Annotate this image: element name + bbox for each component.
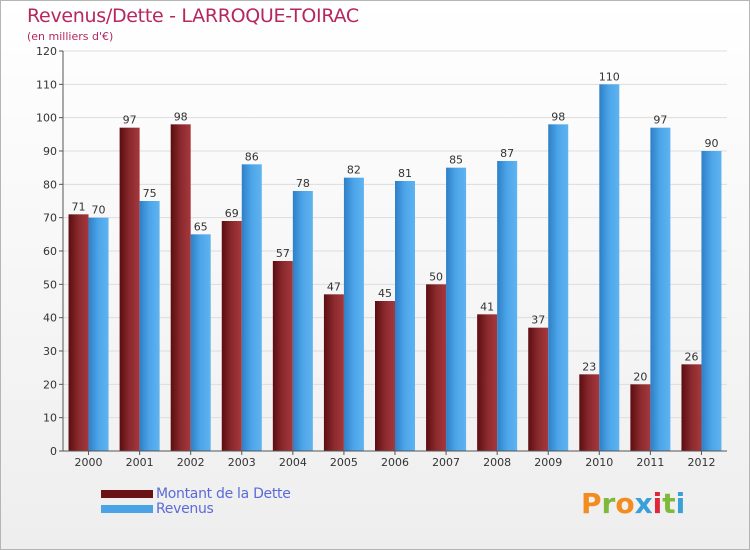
bar-dette-2003 bbox=[221, 221, 242, 451]
data-labels: 71 70 97 75 98 65 69 86 57 78 47 82 45 81 50 85 41 87 37 98… bbox=[72, 70, 719, 383]
y-tick-label: 60 bbox=[43, 245, 57, 258]
bar-revenus-2002 bbox=[190, 234, 211, 451]
bar-revenus-2003 bbox=[241, 164, 262, 452]
bar-dette-2009 bbox=[528, 327, 549, 451]
bar-dette-2010 bbox=[579, 374, 600, 451]
bar-revenus-2004 bbox=[292, 191, 313, 451]
data-label-revenus-2007: 85 bbox=[449, 154, 463, 167]
logo-letter: P bbox=[581, 487, 602, 520]
bar-revenus-2007 bbox=[446, 167, 467, 451]
y-tick-label: 20 bbox=[43, 378, 57, 391]
legend-label-dette: Montant de la Dette bbox=[156, 486, 291, 502]
data-label-revenus-2006: 81 bbox=[398, 167, 412, 180]
y-tick-label: 50 bbox=[43, 278, 57, 291]
data-label-dette-2012: 26 bbox=[684, 350, 698, 363]
bar-revenus-2008 bbox=[497, 161, 518, 451]
y-tick-label: 0 bbox=[50, 445, 57, 458]
bar-dette-2012 bbox=[681, 364, 702, 451]
bar-dette-2007 bbox=[426, 284, 447, 451]
x-tick-label-2004: 2004 bbox=[279, 456, 307, 469]
x-axis: 2000 2001 2002 2003 2004 2005 2006 2007 2008 2009… bbox=[63, 450, 727, 469]
x-tick-label-2010: 2010 bbox=[585, 456, 613, 469]
logo-letter: i bbox=[675, 487, 686, 520]
logo-letter: t bbox=[662, 487, 676, 520]
bar-dette-2011 bbox=[630, 384, 651, 451]
bar-revenus-2006 bbox=[395, 181, 415, 451]
data-label-revenus-2001: 75 bbox=[143, 187, 157, 200]
x-tick-label-2009: 2009 bbox=[534, 456, 562, 469]
logo-letter: i bbox=[652, 487, 663, 520]
y-tick-label: 40 bbox=[43, 312, 57, 325]
y-axis: 0 10 20 30 40 50 60 70 80 90 100 110 120 bbox=[36, 45, 64, 458]
x-tick-label-2012: 2012 bbox=[687, 456, 715, 469]
data-label-dette-2007: 50 bbox=[429, 270, 443, 283]
y-tick-label: 90 bbox=[43, 145, 57, 158]
legend-label-revenus: Revenus bbox=[156, 501, 214, 517]
bar-dette-2004 bbox=[272, 261, 293, 451]
proxiti-logo: Proxiti bbox=[581, 487, 685, 520]
data-label-revenus-2002: 65 bbox=[194, 220, 208, 233]
data-label-dette-2001: 97 bbox=[123, 114, 137, 127]
logo-letter: o bbox=[615, 487, 635, 520]
chart-subtitle: (en milliers d'€) bbox=[27, 30, 114, 43]
data-label-revenus-2011: 97 bbox=[653, 114, 667, 127]
bar-dette-2006 bbox=[375, 301, 395, 451]
data-label-dette-2000: 71 bbox=[72, 200, 86, 213]
bar-revenus-2010 bbox=[599, 84, 620, 451]
legend-swatch-dette bbox=[101, 490, 153, 498]
data-label-dette-2009: 37 bbox=[531, 314, 545, 327]
bar-dette-2002 bbox=[170, 124, 191, 451]
data-label-dette-2011: 20 bbox=[633, 370, 647, 383]
chart-title: Revenus/Dette - LARROQUE-TOIRAC bbox=[27, 5, 359, 27]
y-tick-label: 70 bbox=[43, 212, 57, 225]
data-label-dette-2006: 45 bbox=[378, 287, 392, 300]
x-tick-label-2006: 2006 bbox=[381, 456, 409, 469]
logo-letter: x bbox=[634, 487, 653, 520]
data-label-revenus-2004: 78 bbox=[296, 177, 310, 190]
data-label-revenus-2003: 86 bbox=[245, 150, 259, 163]
bar-revenus-2012 bbox=[701, 151, 722, 451]
data-label-revenus-2000: 70 bbox=[92, 204, 106, 217]
data-label-revenus-2005: 82 bbox=[347, 164, 361, 177]
x-tick-label-2002: 2002 bbox=[177, 456, 205, 469]
x-tick-label-2003: 2003 bbox=[228, 456, 256, 469]
logo-letter: r bbox=[601, 487, 616, 520]
y-tick-label: 80 bbox=[43, 178, 57, 191]
data-label-dette-2003: 69 bbox=[225, 207, 239, 220]
bar-revenus-2009 bbox=[548, 124, 569, 451]
y-tick-label: 120 bbox=[36, 45, 57, 58]
legend-swatch-revenus bbox=[101, 505, 153, 513]
y-tick-label: 30 bbox=[43, 345, 57, 358]
x-tick-label-2001: 2001 bbox=[126, 456, 154, 469]
bar-dette-2008 bbox=[477, 314, 498, 451]
data-label-dette-2005: 47 bbox=[327, 280, 341, 293]
data-label-revenus-2009: 98 bbox=[551, 110, 565, 123]
bar-dette-2000 bbox=[68, 214, 89, 451]
x-tick-label-2000: 2000 bbox=[75, 456, 103, 469]
bar-revenus-2000 bbox=[88, 217, 109, 451]
x-tick-label-2005: 2005 bbox=[330, 456, 358, 469]
y-tick-label: 110 bbox=[36, 78, 57, 91]
bar-dette-2001 bbox=[119, 127, 140, 452]
data-label-revenus-2012: 90 bbox=[704, 137, 718, 150]
bar-revenus-2011 bbox=[650, 127, 671, 452]
data-label-dette-2002: 98 bbox=[174, 110, 188, 123]
data-label-dette-2004: 57 bbox=[276, 247, 290, 260]
bar-revenus-2005 bbox=[343, 177, 364, 451]
x-tick-label-2008: 2008 bbox=[483, 456, 511, 469]
bar-revenus-2001 bbox=[139, 201, 160, 451]
bars bbox=[68, 84, 722, 452]
data-label-dette-2008: 41 bbox=[480, 300, 494, 313]
x-tick-label-2007: 2007 bbox=[432, 456, 460, 469]
data-label-dette-2010: 23 bbox=[582, 360, 596, 373]
data-label-revenus-2008: 87 bbox=[500, 147, 514, 160]
x-tick-label-2011: 2011 bbox=[636, 456, 664, 469]
data-label-revenus-2010: 110 bbox=[599, 70, 620, 83]
bar-dette-2005 bbox=[323, 294, 344, 451]
y-tick-label: 10 bbox=[43, 412, 57, 425]
y-tick-label: 100 bbox=[36, 112, 57, 125]
